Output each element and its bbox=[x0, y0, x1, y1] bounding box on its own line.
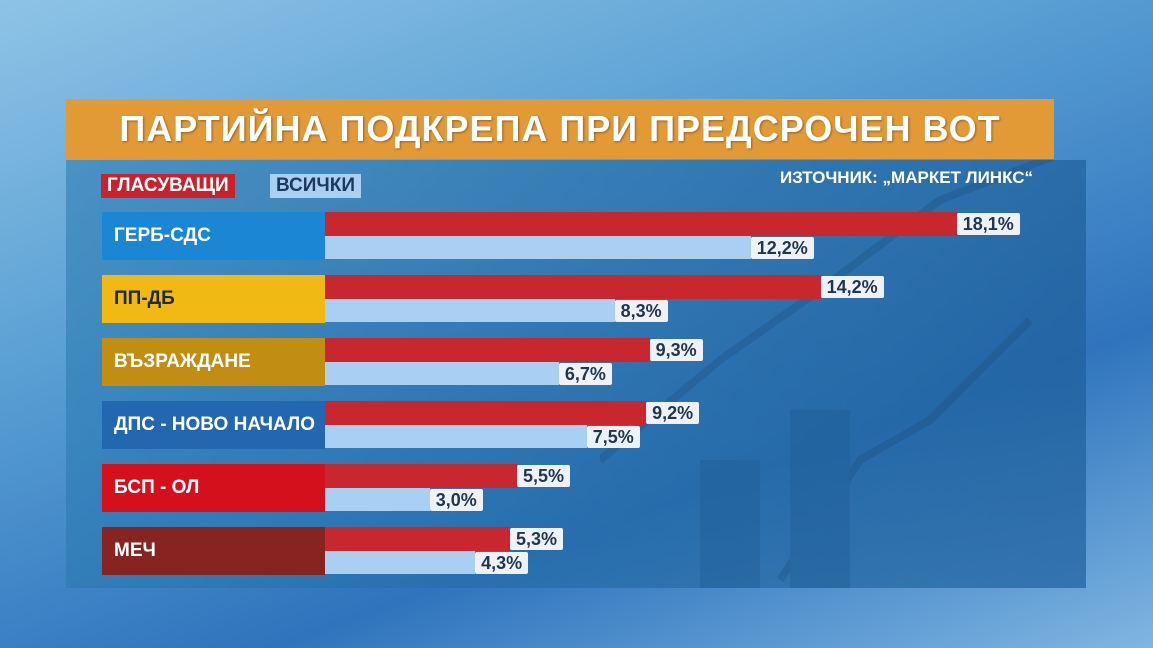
bar-all-value: 12,2% bbox=[750, 237, 814, 259]
bar-all bbox=[325, 488, 430, 511]
bar-voters bbox=[325, 338, 650, 362]
party-row: ВЪЗРАЖДАНЕ 9,3% 6,7% bbox=[102, 338, 1082, 386]
party-label: МЕЧ bbox=[102, 527, 325, 575]
bar-all-value: 7,5% bbox=[586, 426, 640, 448]
bar-all-value: 4,3% bbox=[475, 552, 529, 574]
bar-voters-value: 9,3% bbox=[649, 339, 703, 361]
bar-voters-value: 9,2% bbox=[646, 402, 700, 424]
bar-all bbox=[325, 299, 615, 322]
bar-voters bbox=[325, 212, 957, 236]
bar-voters bbox=[325, 527, 510, 551]
bar-voters bbox=[325, 275, 821, 299]
legend-all: ВСИЧКИ bbox=[270, 174, 361, 198]
bar-voters-value: 5,5% bbox=[516, 465, 570, 487]
party-row: БСП - ОЛ 5,5% 3,0% bbox=[102, 464, 1082, 512]
bar-all bbox=[325, 236, 751, 259]
party-label: ВЪЗРАЖДАНЕ bbox=[102, 338, 325, 386]
bar-all-value: 6,7% bbox=[558, 363, 612, 385]
party-row: ПП-ДБ 14,2% 8,3% bbox=[102, 275, 1082, 323]
party-label: ДПС - НОВО НАЧАЛО bbox=[102, 401, 325, 449]
legend-voters: ГЛАСУВАЩИ bbox=[101, 174, 235, 198]
party-row: ГЕРБ-СДС 18,1% 12,2% bbox=[102, 212, 1082, 260]
background-growth-arrows-decoration bbox=[600, 160, 1056, 588]
bar-voters-value: 18,1% bbox=[956, 213, 1020, 235]
bar-all bbox=[325, 362, 559, 385]
bar-all-value: 8,3% bbox=[614, 300, 668, 322]
party-label: ГЕРБ-СДС bbox=[102, 212, 325, 260]
bar-all bbox=[325, 551, 476, 574]
party-label: БСП - ОЛ bbox=[102, 464, 325, 512]
source-label: ИЗТОЧНИК: „МАРКЕТ ЛИНКС“ bbox=[779, 168, 1033, 187]
bar-voters bbox=[325, 401, 647, 425]
party-row: ДПС - НОВО НАЧАЛО 9,2% 7,5% bbox=[102, 401, 1082, 449]
bar-voters-value: 5,3% bbox=[509, 528, 563, 550]
bar-voters bbox=[325, 464, 517, 488]
party-row: МЕЧ 5,3% 4,3% bbox=[102, 527, 1082, 575]
bar-voters-value: 14,2% bbox=[820, 276, 884, 298]
bar-all-value: 3,0% bbox=[429, 489, 483, 511]
party-label: ПП-ДБ bbox=[102, 275, 325, 323]
chart-title: ПАРТИЙНА ПОДКРЕПА ПРИ ПРЕДСРОЧЕН ВОТ bbox=[66, 99, 1054, 159]
bar-all bbox=[325, 425, 587, 448]
